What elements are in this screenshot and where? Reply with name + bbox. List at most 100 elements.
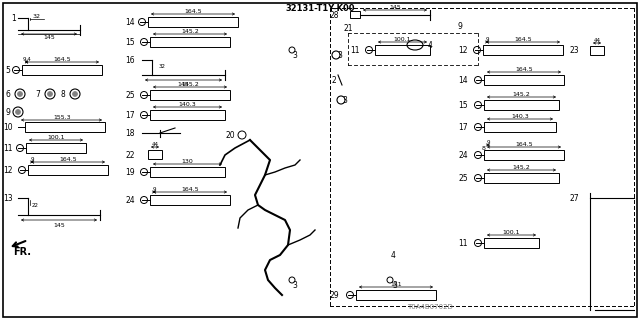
Text: 29: 29 — [329, 291, 339, 300]
Text: 21: 21 — [343, 23, 353, 33]
Text: 6: 6 — [6, 90, 10, 99]
Text: 25: 25 — [125, 91, 135, 100]
Text: 3: 3 — [292, 281, 298, 290]
Bar — [484, 122, 556, 132]
Text: 3: 3 — [342, 95, 348, 105]
Text: 17: 17 — [125, 110, 135, 119]
Text: 3: 3 — [292, 51, 298, 60]
Bar — [356, 290, 436, 300]
Bar — [350, 11, 360, 18]
Bar — [150, 110, 225, 120]
Text: 24: 24 — [458, 150, 468, 159]
Text: 11: 11 — [350, 45, 360, 54]
Text: 28: 28 — [329, 11, 339, 20]
Bar — [28, 165, 108, 175]
Text: 5: 5 — [6, 66, 10, 75]
Bar — [484, 173, 559, 183]
Text: 9.4: 9.4 — [22, 57, 31, 61]
Text: 19: 19 — [125, 167, 135, 177]
Text: 9: 9 — [458, 21, 463, 30]
Bar — [375, 45, 430, 55]
Text: 151: 151 — [390, 282, 402, 286]
Circle shape — [17, 92, 22, 97]
Bar — [150, 90, 230, 100]
Bar — [148, 17, 238, 27]
Text: 1: 1 — [12, 13, 17, 22]
Text: 32: 32 — [33, 13, 41, 19]
Text: 164.5: 164.5 — [184, 9, 202, 13]
Bar — [148, 150, 162, 159]
Text: 164.5: 164.5 — [515, 141, 533, 147]
Text: 11: 11 — [458, 238, 468, 247]
Bar — [484, 100, 559, 110]
Text: 100.1: 100.1 — [393, 36, 411, 42]
Text: 27: 27 — [569, 194, 579, 203]
Text: 44: 44 — [593, 37, 600, 43]
Text: 9: 9 — [485, 36, 489, 42]
Text: 11: 11 — [3, 143, 13, 153]
Text: 145: 145 — [389, 4, 401, 10]
Text: FR.: FR. — [13, 247, 31, 257]
Bar — [26, 143, 86, 153]
Bar — [483, 45, 563, 55]
Text: 140.3: 140.3 — [511, 114, 529, 118]
Bar — [150, 37, 230, 47]
Text: 23: 23 — [569, 45, 579, 54]
Text: 13: 13 — [3, 194, 13, 203]
Text: 12: 12 — [3, 165, 13, 174]
Text: 14: 14 — [458, 76, 468, 84]
Text: 20: 20 — [225, 131, 235, 140]
Text: 8: 8 — [482, 146, 486, 150]
Circle shape — [72, 92, 77, 97]
Text: T0A4B0702D: T0A4B0702D — [407, 304, 453, 310]
Text: 164.5: 164.5 — [59, 156, 77, 162]
Text: 17: 17 — [458, 123, 468, 132]
Text: 130: 130 — [181, 158, 193, 164]
Text: 164.5: 164.5 — [181, 187, 199, 191]
Bar — [590, 46, 604, 55]
Bar — [484, 75, 564, 85]
Circle shape — [47, 92, 52, 97]
Text: 100.1: 100.1 — [502, 229, 520, 235]
Bar — [25, 122, 105, 132]
Text: 3: 3 — [392, 281, 397, 290]
Text: 15: 15 — [458, 100, 468, 109]
Text: 145: 145 — [43, 35, 55, 39]
Text: 8: 8 — [61, 90, 65, 99]
Circle shape — [15, 109, 20, 115]
Text: 4: 4 — [390, 251, 396, 260]
Text: 145.2: 145.2 — [512, 92, 530, 97]
Text: 9: 9 — [30, 156, 34, 162]
Text: 44: 44 — [152, 141, 159, 147]
Text: 9: 9 — [152, 187, 156, 191]
Text: 145: 145 — [53, 222, 65, 228]
Text: 9: 9 — [6, 108, 10, 116]
Text: 10: 10 — [3, 123, 13, 132]
Bar — [150, 195, 230, 205]
Text: 12: 12 — [458, 45, 468, 54]
Text: 2: 2 — [332, 76, 337, 84]
Text: 145.2: 145.2 — [181, 82, 199, 86]
Text: 145: 145 — [177, 82, 189, 86]
Text: 14: 14 — [125, 18, 135, 27]
Bar — [484, 150, 564, 160]
Text: 4: 4 — [428, 41, 433, 50]
Text: 3: 3 — [337, 51, 342, 60]
Bar — [22, 65, 102, 75]
Text: 164.5: 164.5 — [514, 36, 532, 42]
Text: 22: 22 — [125, 150, 135, 159]
Text: 164.5: 164.5 — [515, 67, 533, 71]
Bar — [150, 167, 225, 177]
Text: 7: 7 — [36, 90, 40, 99]
Text: 145.2: 145.2 — [512, 164, 530, 170]
Text: 140.3: 140.3 — [178, 101, 196, 107]
Text: 32131-T1Y-K00: 32131-T1Y-K00 — [285, 4, 355, 12]
Text: 22: 22 — [31, 203, 38, 207]
Text: 18: 18 — [125, 129, 135, 138]
Text: 145.2: 145.2 — [181, 28, 199, 34]
Text: 32: 32 — [159, 63, 166, 68]
Text: 24: 24 — [125, 196, 135, 204]
Text: 9: 9 — [486, 140, 490, 145]
Bar — [484, 238, 539, 248]
Text: 16: 16 — [125, 55, 135, 65]
